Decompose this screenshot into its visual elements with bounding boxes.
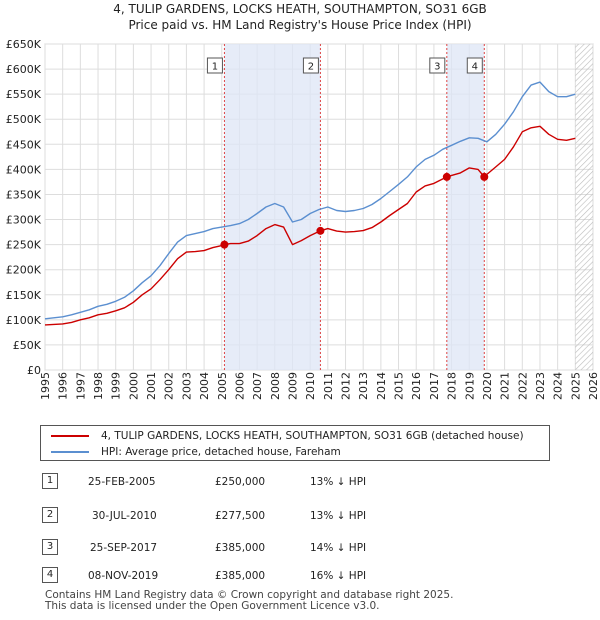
x-tick-label: 2022 (516, 372, 529, 400)
y-tick-label: £600K (6, 63, 42, 76)
legend-label-hpi: HPI: Average price, detached house, Fare… (101, 446, 341, 458)
legend-item-property: 4, TULIP GARDENS, LOCKS HEATH, SOUTHAMPT… (51, 430, 524, 442)
x-tick-label: 2013 (357, 372, 370, 400)
footer-attribution: Contains HM Land Registry data © Crown c… (45, 590, 453, 612)
sale-number-badge: 3 (42, 539, 58, 555)
chart-legend: 4, TULIP GARDENS, LOCKS HEATH, SOUTHAMPT… (40, 425, 550, 461)
x-tick-label: 2002 (163, 372, 176, 400)
footer-line-copyright: Contains HM Land Registry data © Crown c… (45, 589, 454, 601)
sale-date: 30-JUL-2010 (92, 510, 157, 522)
sale-price: £250,000 (215, 476, 266, 488)
sale-marker-label: 2 (308, 62, 314, 73)
legend-item-hpi: HPI: Average price, detached house, Fare… (51, 446, 341, 458)
sale-point (220, 240, 229, 249)
sale-hpi-diff: 14% ↓ HPI (310, 542, 367, 554)
x-tick-label: 2011 (322, 372, 335, 400)
sale-date: 25-FEB-2005 (88, 476, 156, 488)
chart-subtitle: Price paid vs. HM Land Registry's House … (128, 18, 471, 32)
x-tick-label: 2009 (286, 372, 299, 400)
y-tick-label: £400K (6, 163, 42, 176)
y-tick-label: £100K (6, 314, 42, 327)
sale-hpi-diff: 13% ↓ HPI (310, 476, 367, 488)
x-tick-label: 2018 (446, 372, 459, 400)
x-tick-label: 2004 (198, 372, 211, 400)
y-tick-label: £650K (6, 38, 42, 51)
sale-hpi-diff: 16% ↓ HPI (310, 570, 367, 582)
x-tick-label: 2006 (233, 372, 246, 400)
x-tick-label: 2014 (375, 372, 388, 400)
sale-date: 25-SEP-2017 (90, 542, 158, 554)
legend-label-property: 4, TULIP GARDENS, LOCKS HEATH, SOUTHAMPT… (101, 430, 524, 442)
x-tick-label: 2019 (463, 372, 476, 400)
y-tick-label: £150K (6, 289, 42, 302)
sale-period-shade (446, 44, 485, 370)
x-tick-label: 2003 (180, 372, 193, 400)
sale-row: 4 08-NOV-2019 £385,000 16% ↓ HPI (40, 567, 560, 587)
sale-marker-box (206, 57, 223, 74)
sale-marker-label: 4 (472, 62, 478, 73)
y-tick-label: £200K (6, 264, 42, 277)
chart-title: 4, TULIP GARDENS, LOCKS HEATH, SOUTHAMPT… (113, 2, 486, 16)
sale-row: 1 25-FEB-2005 £250,000 13% ↓ HPI (40, 473, 560, 493)
sale-marker-box (429, 57, 446, 74)
y-tick-label: £450K (6, 138, 42, 151)
y-tick-label: £500K (6, 113, 42, 126)
sale-period-shade (224, 44, 321, 370)
x-tick-label: 2023 (534, 372, 547, 400)
sale-row: 2 30-JUL-2010 £277,500 13% ↓ HPI (40, 507, 560, 527)
sale-point (480, 172, 489, 181)
sale-hpi-diff: 13% ↓ HPI (310, 510, 367, 522)
x-tick-label: 2007 (251, 372, 264, 400)
sale-date: 08-NOV-2019 (88, 570, 159, 582)
x-tick-label: 2017 (428, 372, 441, 400)
sale-price: £385,000 (215, 542, 266, 554)
x-tick-label: 1998 (92, 372, 105, 400)
forecast-hatch-region (575, 44, 593, 370)
sale-number-badge: 4 (42, 567, 58, 583)
sale-marker-label: 1 (212, 62, 218, 73)
series-line-hpi (44, 81, 576, 320)
x-tick-label: 2026 (587, 372, 600, 400)
x-tick-label: 1995 (39, 372, 52, 400)
y-tick-label: £350K (6, 188, 42, 201)
y-tick-label: £0 (27, 364, 41, 377)
footer-line-licence: This data is licensed under the Open Gov… (45, 600, 380, 612)
sale-marker-box (466, 57, 483, 74)
sale-price: £385,000 (215, 570, 266, 582)
x-tick-label: 2024 (552, 372, 565, 400)
sale-price: £277,500 (215, 510, 266, 522)
x-tick-label: 1999 (110, 372, 123, 400)
y-tick-label: £300K (6, 214, 42, 227)
sale-number-badge: 2 (42, 507, 58, 523)
x-tick-label: 1997 (74, 372, 87, 400)
legend-swatch-property (51, 435, 89, 437)
sale-row: 3 25-SEP-2017 £385,000 14% ↓ HPI (40, 539, 560, 559)
legend-swatch-hpi (51, 451, 89, 453)
y-tick-label: £250K (6, 239, 42, 252)
sale-marker-box (302, 57, 319, 74)
x-tick-label: 2020 (481, 372, 494, 400)
sale-number-badge: 1 (42, 473, 58, 489)
x-tick-label: 2005 (216, 372, 229, 400)
sale-point (442, 172, 451, 181)
x-tick-label: 2025 (569, 372, 582, 400)
x-tick-label: 2010 (304, 372, 317, 400)
x-tick-label: 2000 (127, 372, 140, 400)
x-tick-label: 2016 (410, 372, 423, 400)
x-tick-label: 2021 (499, 372, 512, 400)
x-tick-label: 2001 (145, 372, 158, 400)
y-tick-label: £50K (13, 339, 42, 352)
sale-point (316, 226, 325, 235)
x-tick-label: 1996 (57, 372, 70, 400)
x-tick-label: 2012 (340, 372, 353, 400)
price-chart: 4, TULIP GARDENS, LOCKS HEATH, SOUTHAMPT… (6, 2, 600, 400)
x-tick-label: 2008 (269, 372, 282, 400)
x-tick-label: 2015 (393, 372, 406, 400)
sale-marker-label: 3 (434, 62, 440, 73)
y-tick-label: £550K (6, 88, 42, 101)
